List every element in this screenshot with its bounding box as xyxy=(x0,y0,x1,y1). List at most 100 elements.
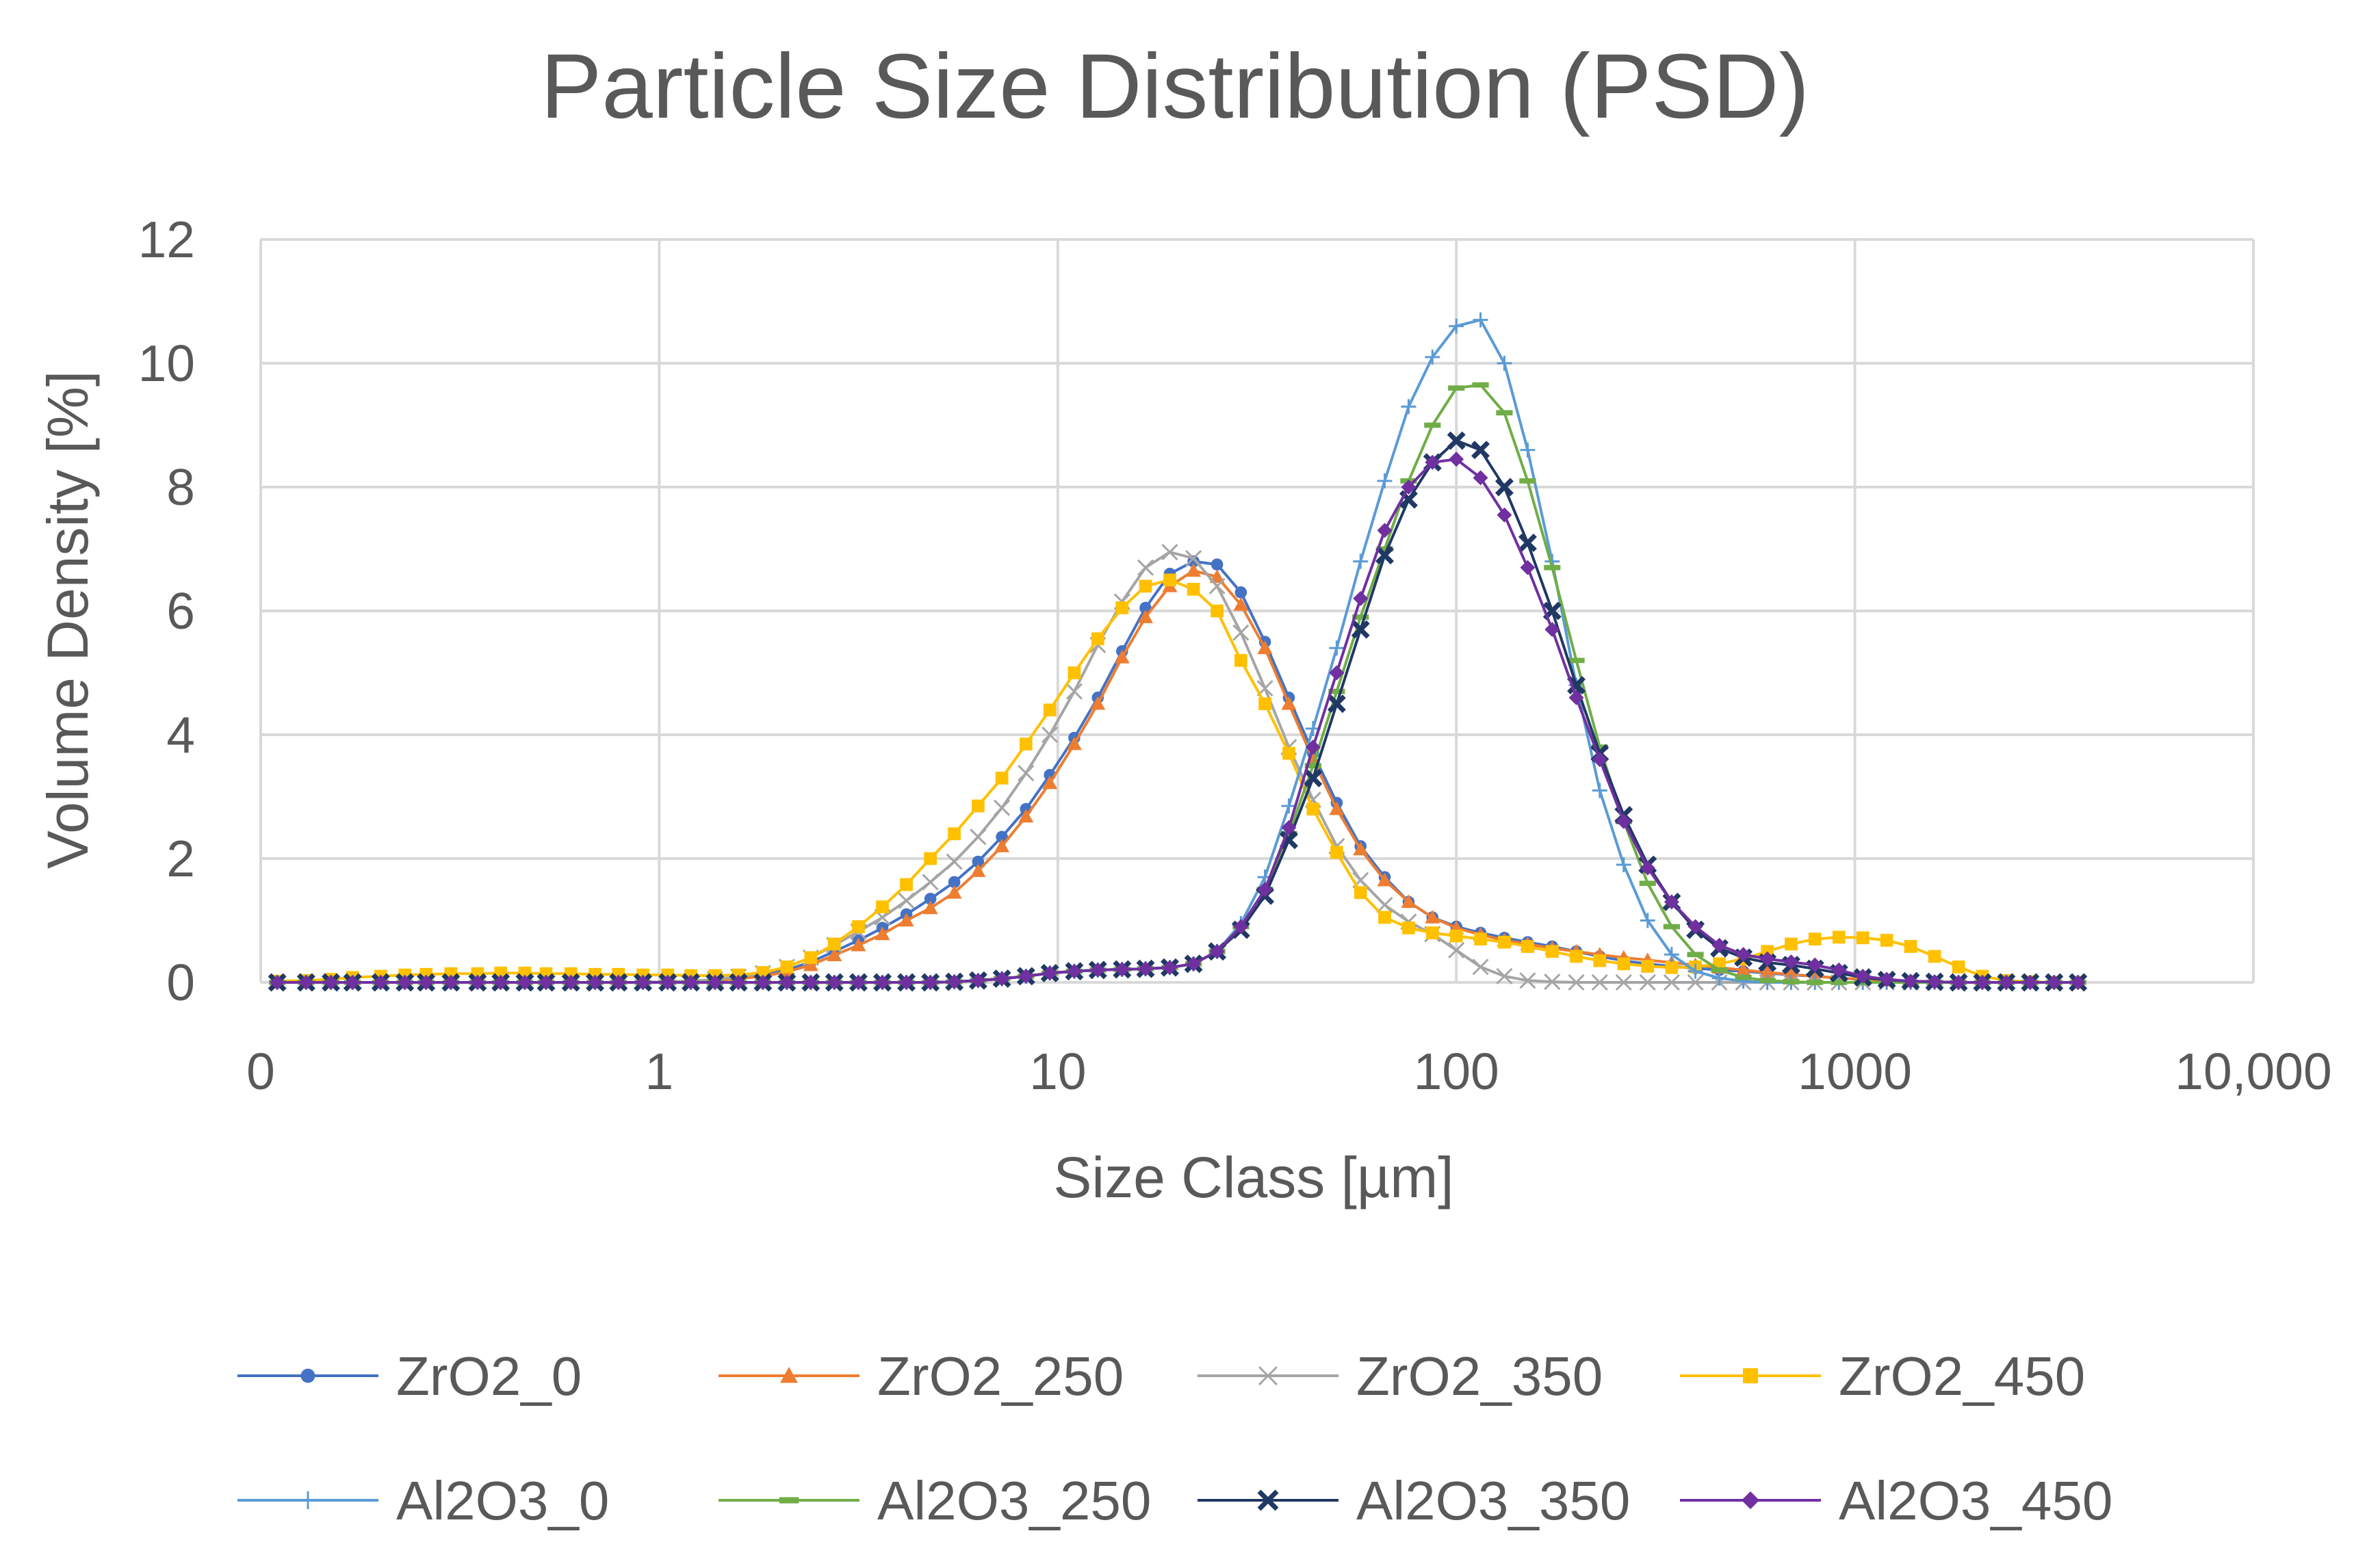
legend-label: Al2O3_0 xyxy=(396,1470,609,1531)
series-line xyxy=(277,458,2078,984)
data-point xyxy=(827,937,841,951)
data-point xyxy=(994,799,1011,816)
data-point xyxy=(1042,965,1058,981)
legend-item: Al2O3_350 xyxy=(1198,1470,1630,1531)
data-point xyxy=(1544,622,1560,638)
data-point xyxy=(1234,586,1247,599)
data-point xyxy=(1496,410,1513,416)
data-point xyxy=(1068,666,1081,679)
data-point xyxy=(1351,620,1370,639)
data-point xyxy=(803,957,818,971)
data-point xyxy=(948,876,961,889)
data-point xyxy=(1831,980,1848,985)
data-point xyxy=(994,838,1010,852)
data-point xyxy=(1425,926,1439,939)
data-point xyxy=(898,913,914,927)
data-point xyxy=(1449,452,1464,467)
data-point xyxy=(898,975,914,990)
data-point xyxy=(1018,809,1034,823)
data-point xyxy=(323,975,339,990)
y-tick-label: 2 xyxy=(166,830,195,887)
data-point xyxy=(270,975,285,990)
data-point xyxy=(1401,399,1417,415)
data-point xyxy=(1377,473,1393,488)
data-point xyxy=(1137,559,1154,576)
data-point xyxy=(1306,802,1320,815)
data-point xyxy=(300,1368,315,1383)
data-point xyxy=(1927,974,1943,990)
y-tick-label: 4 xyxy=(166,706,195,763)
data-point xyxy=(1570,950,1583,963)
data-point xyxy=(1616,813,1631,829)
data-point xyxy=(1304,768,1323,787)
y-tick-label: 12 xyxy=(138,211,195,268)
data-point xyxy=(731,975,747,990)
data-point xyxy=(1448,385,1465,391)
data-point xyxy=(1091,632,1104,646)
data-point xyxy=(1425,349,1440,365)
data-point xyxy=(1856,931,1870,945)
data-point xyxy=(1139,579,1152,593)
data-point xyxy=(779,1497,799,1504)
data-point xyxy=(948,827,961,841)
data-point xyxy=(1903,974,1919,989)
data-point xyxy=(1783,967,1799,981)
data-point xyxy=(1043,703,1057,717)
x-tick-label: 0 xyxy=(246,1043,275,1100)
data-point xyxy=(1354,886,1367,900)
data-point xyxy=(1544,974,1561,991)
data-point xyxy=(1664,947,1679,963)
data-point xyxy=(1735,974,1752,980)
chart-title: Particle Size Distribution (PSD) xyxy=(541,36,1809,138)
data-point xyxy=(1663,924,1680,930)
data-point xyxy=(1640,860,1655,876)
data-point xyxy=(970,863,986,877)
data-point xyxy=(827,975,842,990)
x-tick-label: 10,000 xyxy=(2175,1043,2331,1100)
data-point xyxy=(1378,911,1391,924)
data-point xyxy=(996,831,1008,844)
data-point xyxy=(1687,963,1703,979)
data-point xyxy=(1186,956,1202,971)
y-tick-label: 10 xyxy=(138,335,195,392)
data-point xyxy=(1568,690,1584,705)
data-point xyxy=(851,975,866,990)
data-point xyxy=(1425,454,1440,470)
data-point xyxy=(1353,841,1369,856)
data-point xyxy=(1520,560,1536,575)
data-point xyxy=(1330,846,1343,859)
data-point xyxy=(587,975,603,990)
data-point xyxy=(1568,974,1585,991)
data-point xyxy=(1448,941,1465,959)
data-point xyxy=(1519,478,1536,484)
data-point xyxy=(298,975,314,990)
data-point xyxy=(1329,801,1345,815)
legend-label: ZrO2_350 xyxy=(1356,1346,1603,1407)
data-point xyxy=(1114,961,1130,977)
data-point xyxy=(1521,940,1534,953)
data-point xyxy=(1377,872,1393,887)
data-point xyxy=(1664,894,1679,910)
data-point xyxy=(683,975,699,990)
y-axis-ticks: 0 2 4 6 8 10 12 xyxy=(138,211,195,1011)
data-point xyxy=(1281,696,1297,710)
legend-label: Al2O3_350 xyxy=(1356,1470,1630,1531)
data-point xyxy=(1211,604,1224,618)
data-point xyxy=(1352,614,1369,620)
legend-label: ZrO2_250 xyxy=(877,1346,1124,1407)
data-point xyxy=(995,772,1009,785)
data-point xyxy=(924,852,937,865)
data-point xyxy=(1473,312,1488,328)
data-point xyxy=(1832,930,1846,944)
data-point xyxy=(1616,857,1631,873)
legend-item: ZrO2_450 xyxy=(1680,1346,2085,1407)
data-point xyxy=(1498,935,1511,949)
data-point xyxy=(469,975,485,990)
data-point xyxy=(1711,937,1727,953)
x-axis-label: Size Class [µm] xyxy=(1053,1145,1453,1210)
data-point xyxy=(1019,737,1033,750)
data-point xyxy=(1687,952,1704,958)
data-point xyxy=(1376,546,1393,552)
y-axis-label: Volume Density [%] xyxy=(36,371,100,869)
